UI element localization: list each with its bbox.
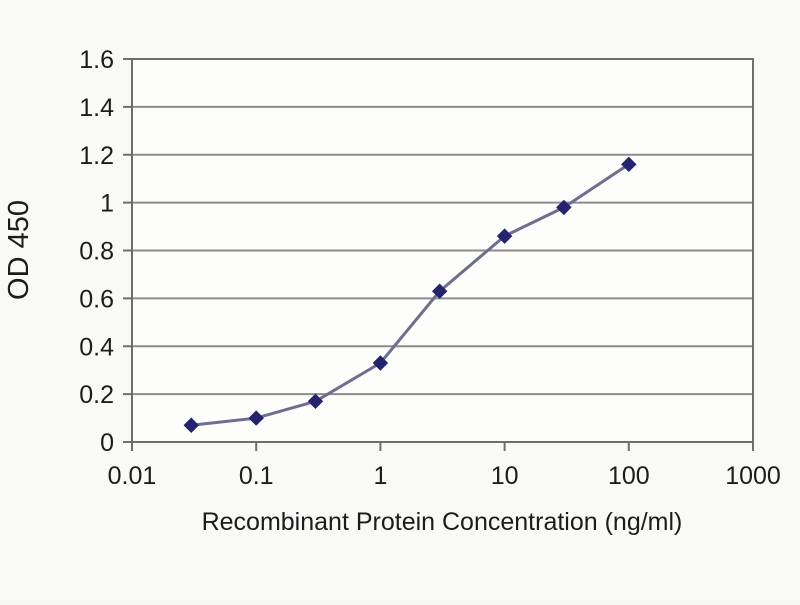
x-tick-label: 10 (491, 462, 519, 490)
y-tick-label: 1 (100, 190, 114, 218)
x-tick-label: 1000 (725, 462, 781, 490)
x-tick-label: 0.1 (239, 462, 274, 490)
x-tick-label: 100 (608, 462, 650, 490)
data-point-marker (556, 199, 572, 216)
data-point-marker (496, 228, 513, 244)
series-line (189, 162, 631, 427)
axis-ticks-layer: 0 0.2 0.4 0.6 0.8 1 1.2 1.4 1.6 0.01 0.1 1 10 100 1000 (79, 46, 781, 490)
data-point-marker (372, 355, 389, 371)
y-tick-label: 0.6 (79, 285, 114, 313)
data-point-marker (307, 393, 324, 410)
y-tick-label: 1.4 (79, 94, 114, 122)
x-axis-title: Recombinant Protein Concentration (ng/ml… (202, 508, 683, 536)
data-point-marker (183, 417, 199, 433)
data-series-layer (183, 156, 637, 433)
y-tick-label: 1.2 (79, 142, 114, 170)
data-point-marker (431, 283, 448, 299)
data-point-marker (621, 156, 637, 173)
y-tick-label: 0.8 (79, 238, 114, 266)
y-tick-label: 0.2 (79, 381, 114, 409)
x-tick-label: 0.01 (108, 462, 157, 490)
y-tick-label: 0 (100, 429, 114, 457)
y-tick-label: 1.6 (79, 46, 114, 74)
y-tick-label: 0.4 (79, 333, 114, 361)
data-point-marker (248, 410, 264, 426)
x-tick-label: 1 (373, 462, 387, 490)
y-axis-title: OD 450 (3, 200, 35, 300)
